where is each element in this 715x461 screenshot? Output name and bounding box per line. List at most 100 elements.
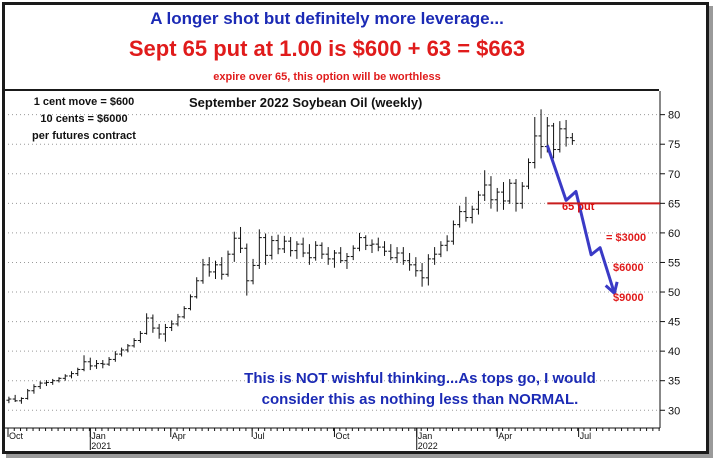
ohlc-bar <box>162 323 168 342</box>
projection-line <box>545 144 616 294</box>
chart-title: September 2022 Soybean Oil (weekly) <box>189 95 423 110</box>
ohlc-bar <box>194 277 200 299</box>
ohlc-bar <box>25 388 31 400</box>
x-tick-label: Oct <box>9 431 24 441</box>
ohlc-bar <box>238 226 244 253</box>
annotation-3000: = $3000 <box>606 232 647 244</box>
ohlc-bar <box>388 244 394 261</box>
ohlc-bar <box>419 263 425 287</box>
ohlc-bar <box>494 187 500 212</box>
ohlc-bar <box>350 245 356 261</box>
ohlc-bar <box>100 360 106 369</box>
ohlc-bar <box>457 205 463 228</box>
ohlc-bar <box>175 313 181 327</box>
ohlc-bar <box>225 250 231 277</box>
ohlc-bar <box>137 331 143 343</box>
ohlc-bar <box>169 320 175 332</box>
ohlc-bar <box>557 121 563 153</box>
contract-note-line-2: 10 cents = $6000 <box>40 113 128 125</box>
ohlc-bar <box>526 158 532 190</box>
annotation-6000: $6000 <box>613 262 644 274</box>
ohlc-bar <box>413 257 419 277</box>
ohlc-bar <box>569 132 575 145</box>
ohlc-bar <box>56 377 62 383</box>
y-tick-label: 55 <box>668 257 680 269</box>
ohlc-bar <box>181 306 187 319</box>
y-tick-label: 60 <box>668 228 680 240</box>
ohlc-bar <box>331 250 337 268</box>
ohlc-bar <box>394 247 400 264</box>
contract-note-line-1: 1 cent move = $600 <box>33 96 135 108</box>
ohlc-bar <box>344 252 350 269</box>
ohlc-bar <box>231 231 237 262</box>
axes: 30 35 40 45 50 55 60 65 70 75 80 Oct Jan Apr Jul Oct Jan… <box>5 91 680 451</box>
ohlc-bar <box>382 241 388 256</box>
ohlc-bars <box>6 109 575 404</box>
contract-note-line-3: per futures contract <box>32 130 136 142</box>
ohlc-bar <box>407 252 413 271</box>
ohlc-bar <box>75 367 81 376</box>
ohlc-bar <box>112 351 118 362</box>
ohlc-bar <box>281 235 287 253</box>
message-line-2: consider this as nothing less than NORMA… <box>261 391 579 408</box>
ohlc-bar <box>294 241 300 259</box>
ohlc-bar <box>507 179 513 204</box>
ohlc-bar <box>31 384 37 394</box>
annotation-9000: $9000 <box>613 292 644 304</box>
x-tick-label: Jan <box>418 431 433 441</box>
ohlc-bar <box>488 176 494 209</box>
ohlc-bar <box>450 220 456 245</box>
ohlc-bar <box>563 119 569 147</box>
annotation-65-put: 65 put <box>562 201 595 213</box>
ohlc-bar <box>288 237 294 257</box>
ohlc-bar <box>363 235 369 251</box>
ohlc-bar <box>438 241 444 258</box>
chart-frame <box>2 2 709 454</box>
ohlc-bar <box>375 237 381 252</box>
ohlc-bar <box>212 260 218 280</box>
ohlc-bar <box>338 247 344 264</box>
ohlc-bar <box>444 235 450 252</box>
ohlc-bar <box>250 258 256 285</box>
x-year-label: 2022 <box>418 441 438 451</box>
y-tick-label: 35 <box>668 376 680 388</box>
header-divider <box>5 89 659 91</box>
ohlc-bar <box>400 247 406 265</box>
ohlc-bar <box>206 257 212 277</box>
ohlc-bar <box>125 344 131 353</box>
y-tick-label: 70 <box>668 169 680 181</box>
y-tick-label: 45 <box>668 317 680 329</box>
x-tick-label: Jul <box>253 431 265 441</box>
ohlc-bar <box>50 378 56 385</box>
ohlc-bar <box>219 257 225 280</box>
ohlc-bar <box>300 237 306 258</box>
ohlc-bar <box>356 232 362 252</box>
ohlc-bar <box>256 229 262 269</box>
projection-arrowhead <box>604 281 619 295</box>
y-tick-label: 80 <box>668 110 680 122</box>
ohlc-bar <box>482 170 488 201</box>
ohlc-bar <box>475 190 481 215</box>
ohlc-bar <box>18 397 24 404</box>
x-tick-label: Jan <box>91 431 106 441</box>
ohlc-bar <box>463 196 469 222</box>
x-tick-label: Apr <box>172 431 186 441</box>
gridlines <box>8 114 660 411</box>
headline-line-2: Sept 65 put at 1.00 is $600 + 63 = $663 <box>128 36 526 61</box>
ohlc-bar <box>369 239 375 253</box>
y-tick-label: 50 <box>668 287 680 299</box>
ohlc-bar <box>306 244 312 265</box>
ohlc-bar <box>62 374 68 381</box>
y-tick-label: 40 <box>668 346 680 358</box>
headline-line-1: A longer shot but definitely more levera… <box>150 9 504 28</box>
ohlc-bar <box>319 242 325 259</box>
ohlc-bar <box>156 323 162 339</box>
ohlc-bar <box>269 235 275 260</box>
ohlc-bar <box>469 205 475 224</box>
ohlc-bar <box>200 258 206 284</box>
x-tick-label: Jul <box>580 431 592 441</box>
ohlc-bar <box>144 313 150 335</box>
x-year-label: 2021 <box>91 441 111 451</box>
ohlc-bar <box>244 243 250 296</box>
ohlc-bar <box>500 182 506 210</box>
